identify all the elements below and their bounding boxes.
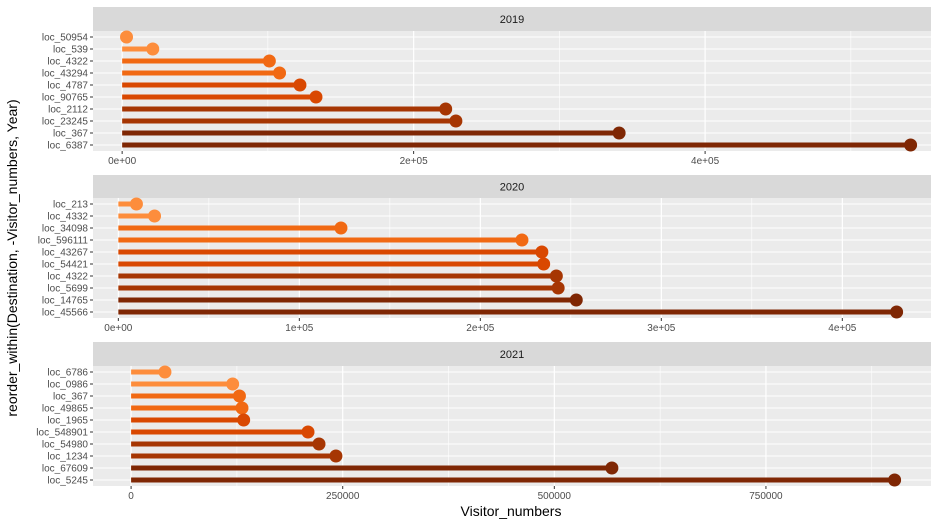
lollipop-point [148,209,162,223]
y-tick-label: loc_14765 [42,296,89,307]
y-axis-title: reorder_within(Destination, -Visitor_num… [4,99,20,416]
y-tick-label: loc_4322 [47,57,88,68]
lollipop-point [515,233,529,247]
lollipop-point [158,365,172,379]
lollipop-point [569,293,583,307]
lollipop-point [334,221,348,235]
facet-strip [93,175,931,198]
x-tick-label: 1e+05 [285,323,314,334]
x-axis-title: Visitor_numbers [461,503,562,519]
y-tick-label: loc_43294 [42,69,89,80]
y-tick-label: loc_539 [53,45,88,56]
lollipop-point [449,114,463,128]
x-tick-label: 4e+05 [691,156,720,167]
lollipop-point [312,437,326,451]
x-tick-label: 2e+05 [400,156,429,167]
y-tick-label: loc_6387 [47,141,88,152]
x-tick-label: 0e+00 [104,323,133,334]
y-tick-label: loc_548901 [36,428,88,439]
y-tick-label: loc_596111 [38,236,89,247]
y-tick-label: loc_367 [53,392,88,403]
y-tick-label: loc_4322 [47,272,88,283]
y-tick-label: loc_90765 [42,93,89,104]
lollipop-point [890,305,904,319]
x-tick-label: 2e+05 [466,323,495,334]
x-tick-label: 250000 [326,491,360,502]
lollipop-point [293,78,307,92]
y-tick-label: loc_2112 [48,105,88,116]
y-tick-label: loc_54980 [42,440,89,451]
y-tick-label: loc_5245 [47,476,88,487]
y-tick-label: loc_34098 [42,224,89,235]
facet-strip-label: 2021 [500,349,524,361]
y-tick-label: loc_0986 [47,380,88,391]
y-tick-label: loc_367 [53,129,88,140]
y-tick-label: loc_49865 [42,404,89,415]
x-tick-label: 3e+05 [647,323,676,334]
lollipop-point [301,425,315,439]
y-tick-label: loc_4787 [47,81,88,92]
lollipop-point [549,269,563,283]
facet-strip [93,7,931,31]
x-tick-label: 500000 [538,491,572,502]
lollipop-point [904,138,918,152]
y-tick-label: loc_6786 [47,368,88,379]
lollipop-point [273,66,287,80]
facet-strip-label: 2019 [500,14,524,26]
y-tick-label: loc_213 [53,200,88,211]
y-tick-label: loc_67609 [42,464,89,475]
lollipop-point [329,449,343,463]
y-tick-label: loc_23245 [42,117,89,128]
lollipop-point [551,281,565,295]
lollipop-point [129,197,143,211]
lollipop-point [262,54,276,68]
lollipop-point [235,401,249,415]
lollipop-point [612,126,626,140]
lollipop-point [146,42,160,56]
facet-strip-label: 2020 [500,182,524,194]
lollipop-point [120,30,134,44]
x-tick-label: 750000 [749,491,783,502]
y-tick-label: loc_4332 [47,212,88,223]
y-tick-label: loc_54421 [42,260,89,271]
x-tick-label: 4e+05 [828,323,857,334]
x-tick-label: 0e+00 [108,156,137,167]
lollipop-point [237,413,251,427]
y-tick-label: loc_43267 [42,248,89,259]
lollipop-point [439,102,453,116]
lollipop-point [309,90,323,104]
lollipop-point [226,377,240,391]
y-tick-label: loc_5699 [47,284,88,295]
lollipop-point [605,461,619,475]
x-tick-label: 0 [128,491,134,502]
lollipop-point [537,257,551,271]
facet-strip [93,342,931,366]
lollipop-point [535,245,549,259]
lollipop-point [888,473,902,487]
y-tick-label: loc_45566 [42,308,89,319]
y-tick-label: loc_50954 [42,33,89,44]
y-tick-label: loc_1234 [47,452,88,463]
y-tick-label: loc_1965 [47,416,88,427]
lollipop-point [232,389,246,403]
